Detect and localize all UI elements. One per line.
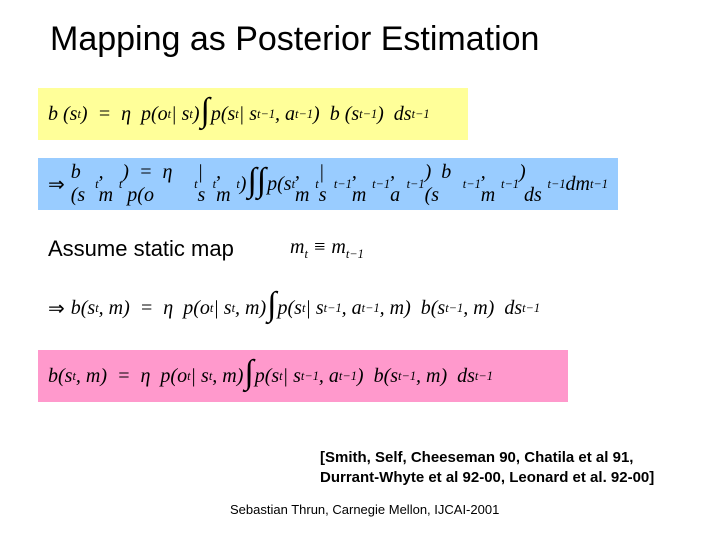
slide-title: Mapping as Posterior Estimation — [50, 20, 539, 59]
equation-4-final: b(st, m) = η p(ot | st, m) ∫ p(st | st−1… — [38, 350, 568, 402]
equation-2-joint-map: ⇒ b (st, mt) = η p(ot | st, mt) ∫∫ p(st,… — [38, 158, 618, 210]
citation-references: [Smith, Self, Cheeseman 90, Chatila et a… — [320, 448, 654, 487]
assume-static-map-label: Assume static map — [48, 236, 234, 262]
equation-3-static-map: ⇒ b(st, m) = η p(ot | st, m) ∫ p(st | st… — [38, 282, 578, 334]
slide-container: { "title": "Mapping as Posterior Estimat… — [0, 0, 720, 540]
assume-static-map-math: mt ≡ mt−1 — [290, 236, 364, 262]
footer-attribution: Sebastian Thrun, Carnegie Mellon, IJCAI-… — [230, 502, 499, 517]
equation-1-bayes-filter: b (st) = η p(ot | st) ∫ p(st | st−1, at−… — [38, 88, 468, 140]
